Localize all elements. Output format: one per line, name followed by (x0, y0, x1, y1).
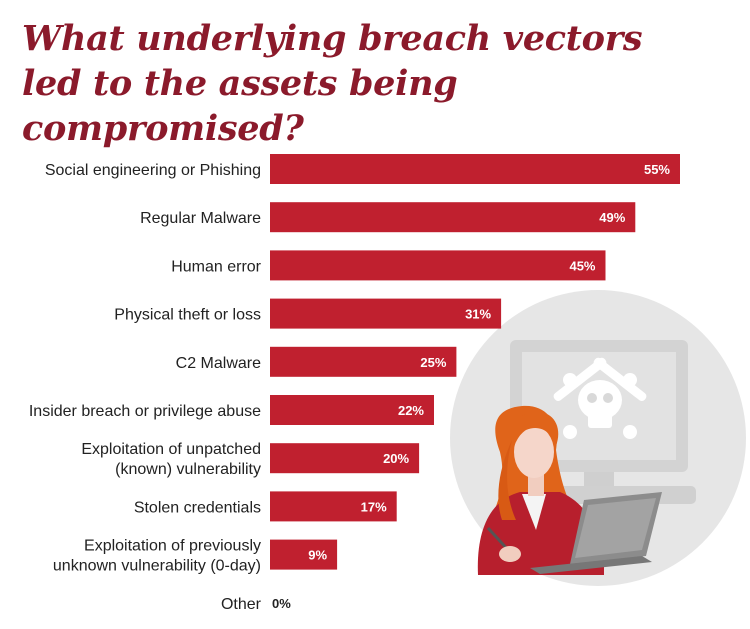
value-label-5: 22% (398, 403, 424, 418)
laptop-icon (530, 492, 662, 574)
chart-title-line-1: What underlying breach vectors (22, 18, 643, 59)
category-label-5-0: Insider breach or privilege abuse (29, 403, 261, 420)
bar-3 (270, 298, 502, 329)
bar-6 (270, 443, 420, 474)
category-label-6-0: Exploitation of unpatched (81, 441, 261, 458)
category-label-7-0: Stolen credentials (134, 499, 261, 516)
value-label-0: 55% (644, 162, 670, 177)
category-label-1-0: Regular Malware (140, 210, 261, 227)
category-label-4-0: C2 Malware (176, 355, 261, 372)
value-label-9: 0% (272, 596, 291, 611)
bar-2 (270, 250, 606, 281)
category-label-9-0: Other (221, 596, 262, 613)
bar-5 (270, 395, 434, 425)
chart-title-line-2: led to the assets being compromised? (22, 63, 458, 149)
value-label-1: 49% (599, 210, 625, 225)
category-label-2-0: Human error (171, 258, 261, 275)
value-label-3: 31% (465, 307, 491, 322)
value-label-4: 25% (420, 355, 446, 370)
value-label-7: 17% (361, 499, 387, 514)
bar-0 (270, 154, 680, 184)
category-label-0-0: Social engineering or Phishing (45, 162, 261, 179)
category-label-8-1: unknown vulnerability (0-day) (53, 558, 261, 575)
value-label-8: 9% (308, 548, 327, 563)
bar-8 (270, 539, 338, 570)
category-label-3-0: Physical theft or loss (114, 307, 261, 324)
chart-title: What underlying breach vectors led to th… (22, 16, 742, 151)
skull-crossbones-icon (553, 357, 647, 439)
value-label-2: 45% (569, 258, 595, 273)
bar-1 (270, 202, 636, 233)
bar-4 (270, 346, 457, 377)
category-label-8-0: Exploitation of previously (84, 538, 261, 555)
value-label-6: 20% (383, 451, 409, 466)
category-label-6-1: (known) vulnerability (115, 461, 261, 478)
bar-7 (270, 491, 397, 522)
